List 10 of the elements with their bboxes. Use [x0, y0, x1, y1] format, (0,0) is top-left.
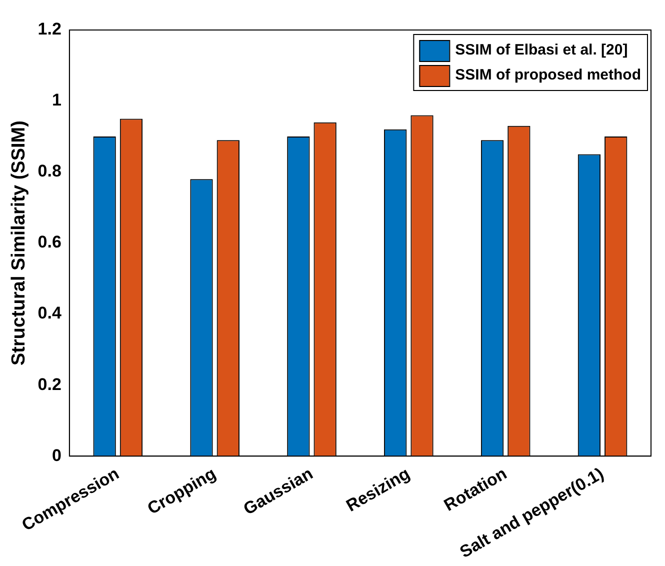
y-tick-label: 0	[52, 446, 62, 465]
y-tick-label: 1.2	[38, 20, 62, 39]
y-tick-label: 0.4	[38, 304, 62, 323]
y-tick-label: 0.6	[38, 232, 62, 252]
y-axis-title: Structural Similarity (SSIM)	[8, 120, 30, 366]
y-tick-label: 0.8	[38, 162, 62, 181]
y-tick-label: 1	[52, 90, 62, 110]
legend-label: SSIM of Elbasi et al. [20]	[455, 42, 628, 59]
legend-label: SSIM of proposed method	[455, 66, 642, 84]
y-tick-label: 0.2	[38, 374, 62, 394]
